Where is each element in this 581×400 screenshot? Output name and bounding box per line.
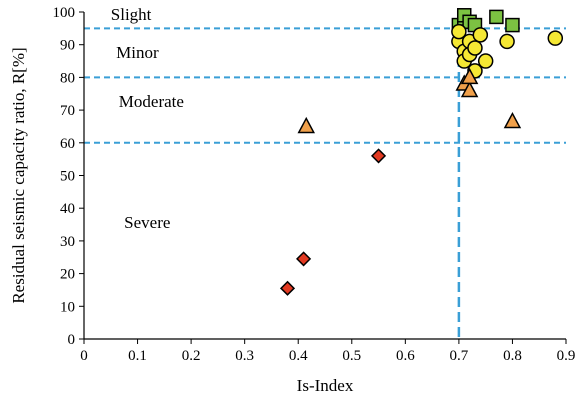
triangle-point <box>297 116 316 134</box>
zone-label-slight: Slight <box>111 5 152 24</box>
zone-label-severe: Severe <box>124 213 170 232</box>
y-tick-label: 60 <box>60 136 75 152</box>
x-tick-label: 0.4 <box>289 348 308 364</box>
diamond-point <box>296 251 312 267</box>
triangle-point <box>460 80 479 98</box>
data-points <box>279 8 564 296</box>
x-axis-title: Is-Index <box>297 376 354 395</box>
y-tick-label: 50 <box>60 169 75 185</box>
circle-point <box>451 23 467 40</box>
x-tick-label: 0.9 <box>557 348 576 364</box>
y-tick-label: 80 <box>60 70 75 86</box>
circle-point <box>499 33 515 50</box>
y-tick-label: 90 <box>60 38 75 54</box>
x-tick-label: 0.6 <box>396 348 415 364</box>
y-tick-label: 40 <box>60 201 75 217</box>
x-tick-label: 0.7 <box>450 348 469 364</box>
x-tick-label: 0.8 <box>503 348 522 364</box>
y-tick-label: 0 <box>68 332 76 348</box>
circle-point <box>477 53 494 69</box>
zone-label-moderate: Moderate <box>119 92 184 111</box>
zone-labels: Slight Minor Moderate Severe <box>111 5 184 232</box>
y-tick-label: 70 <box>60 103 75 119</box>
axis-ticks: 0 0.1 0.2 0.3 0.4 0.5 0.6 0.7 0.8 0.9 0 10 20 30 40 50 6… <box>53 5 576 364</box>
y-tick-label: 100 <box>53 5 76 21</box>
circle-point <box>547 30 564 46</box>
x-tick-label: 0.2 <box>182 348 201 364</box>
y-tick-label: 30 <box>60 234 75 250</box>
y-axis-title: Residual seismic capacity ratio, R[%] <box>9 47 28 303</box>
square-point <box>489 9 504 25</box>
circle-point <box>467 40 483 56</box>
square-point <box>505 17 520 33</box>
y-tick-label: 10 <box>60 299 75 315</box>
x-tick-label: 0 <box>80 348 88 364</box>
x-tick-label: 0.1 <box>128 348 147 364</box>
diamond-point <box>279 280 296 296</box>
diamond-point <box>370 148 387 164</box>
zone-label-minor: Minor <box>116 43 159 62</box>
y-tick-label: 20 <box>60 267 75 283</box>
triangle-point <box>503 111 522 129</box>
x-tick-label: 0.3 <box>235 348 254 364</box>
triangle-point <box>460 67 479 85</box>
x-tick-label: 0.5 <box>342 348 361 364</box>
circle-point <box>472 27 489 43</box>
